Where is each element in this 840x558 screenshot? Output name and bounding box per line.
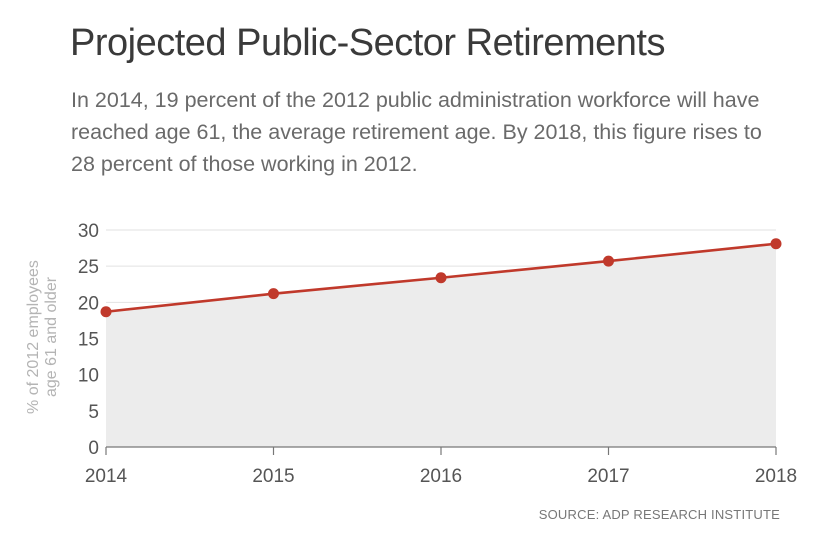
chart-subtitle: In 2014, 19 percent of the 2012 public a… xyxy=(71,88,762,176)
y-axis-label: % of 2012 employees age 61 and older xyxy=(25,260,60,414)
data-point-2018 xyxy=(770,238,782,250)
data-point-2017 xyxy=(603,255,614,267)
x-tick-label-2017: 2017 xyxy=(587,466,629,487)
y-tick-label-20: 20 xyxy=(78,293,99,314)
y-tick-label-10: 10 xyxy=(78,366,99,387)
x-tick-label-2016: 2016 xyxy=(420,466,462,487)
data-point-2014 xyxy=(100,306,112,318)
y-tick-label-30: 30 xyxy=(78,221,99,242)
data-point-2015 xyxy=(268,288,279,300)
x-tick-label-2015: 2015 xyxy=(252,466,294,487)
y-tick-label-15: 15 xyxy=(78,330,99,351)
x-tick-label-2018: 2018 xyxy=(755,466,797,487)
data-point-2016 xyxy=(435,272,447,284)
y-axis-label-line1: % of 2012 employees xyxy=(25,260,42,414)
y-axis-label-line2: age 61 and older xyxy=(43,276,60,397)
y-tick-label-0: 0 xyxy=(88,438,99,459)
data-points xyxy=(100,238,782,318)
x-tick-labels: 2014 2015 2016 2017 2018 xyxy=(85,466,797,487)
x-tick-marks xyxy=(105,447,777,455)
x-tick-label-2014: 2014 xyxy=(85,466,128,487)
y-tick-label-25: 25 xyxy=(78,257,99,278)
chart-title: Projected Public-Sector Retirements xyxy=(70,22,665,64)
source-note: SOURCE: ADP RESEARCH INSTITUTE xyxy=(538,507,780,522)
y-tick-labels: 0 5 10 15 20 25 30 xyxy=(78,221,99,459)
y-tick-label-5: 5 xyxy=(88,402,99,423)
